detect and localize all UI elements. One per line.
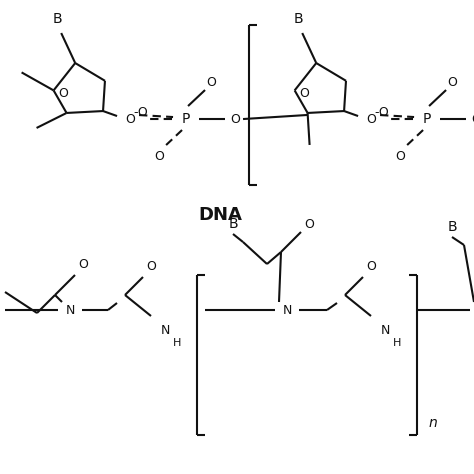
Text: DNA: DNA — [198, 206, 242, 224]
Text: O: O — [125, 112, 135, 126]
Text: O: O — [395, 149, 405, 163]
Text: O: O — [230, 112, 240, 126]
Text: H: H — [393, 338, 401, 348]
Text: B: B — [228, 217, 238, 231]
Text: N: N — [160, 323, 170, 337]
Text: H: H — [173, 338, 181, 348]
Text: O: O — [366, 112, 376, 126]
Text: N: N — [380, 323, 390, 337]
Text: O: O — [300, 87, 310, 100]
Text: O: O — [447, 75, 457, 89]
Text: O: O — [78, 258, 88, 272]
Text: B: B — [53, 12, 62, 26]
Text: n: n — [428, 416, 438, 430]
Text: O: O — [366, 261, 376, 273]
Text: B: B — [447, 220, 457, 234]
Text: O: O — [304, 218, 314, 230]
Text: O: O — [154, 149, 164, 163]
Text: P: P — [182, 112, 190, 126]
Text: B: B — [293, 12, 303, 26]
Text: O: O — [146, 261, 156, 273]
Text: -O: -O — [133, 106, 148, 118]
Text: O: O — [59, 87, 69, 100]
Text: O: O — [206, 75, 216, 89]
Text: O: O — [471, 112, 474, 126]
Text: N: N — [283, 303, 292, 317]
Text: N: N — [65, 303, 75, 317]
Text: -O: -O — [374, 106, 389, 118]
Text: P: P — [423, 112, 431, 126]
